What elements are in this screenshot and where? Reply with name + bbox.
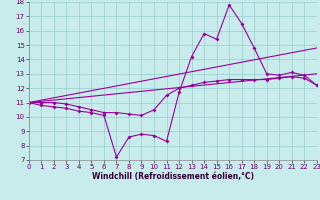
X-axis label: Windchill (Refroidissement éolien,°C): Windchill (Refroidissement éolien,°C) bbox=[92, 172, 254, 181]
